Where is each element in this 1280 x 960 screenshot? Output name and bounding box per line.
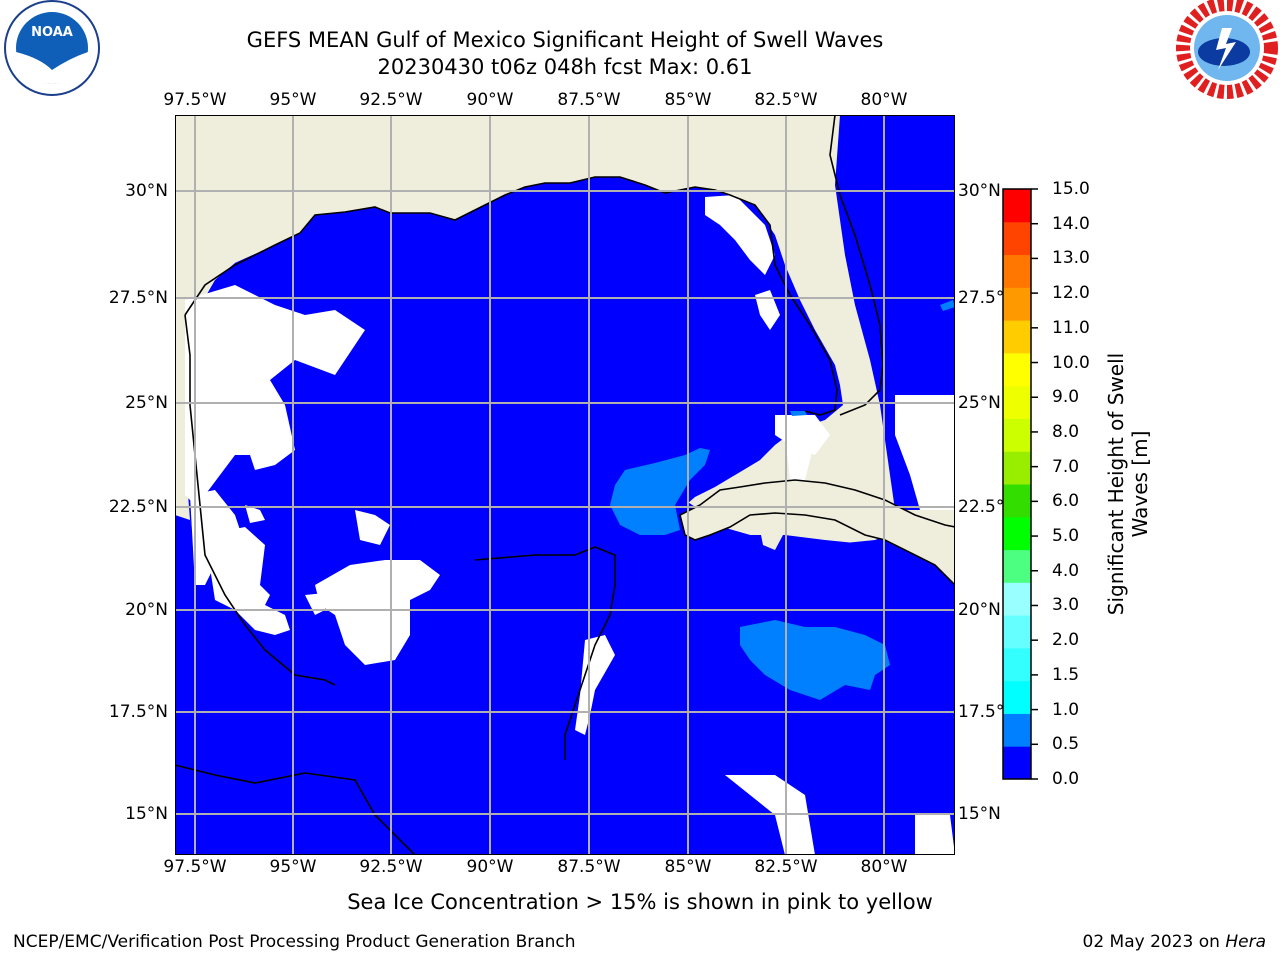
lon-label-top-92-5w: 92.5°W: [359, 90, 423, 110]
noaa-logo: NOAA: [4, 0, 100, 96]
colorbar-segment: [1003, 516, 1031, 551]
swell-patch-small: [790, 411, 807, 416]
lat-label-left-17-5n: 17.5°N: [108, 702, 168, 722]
noaa-logo-text: NOAA: [31, 25, 73, 40]
colorbar-label: Significant Height of Swell Waves [m]: [1104, 352, 1152, 616]
colorbar-segment: [1003, 385, 1031, 419]
cuba-coastline: [679, 479, 955, 586]
credit-date: 02 May 2023 on Hera: [1083, 932, 1267, 952]
colorbar-tick-label: 4.0: [1052, 560, 1080, 581]
colorbar-tick-label: 14.0: [1052, 213, 1090, 234]
credit-organization: NCEP/EMC/Verification Post Processing Pr…: [13, 932, 576, 952]
colorbar-segment: [1003, 418, 1031, 452]
colorbar-tick-label: 8.0: [1052, 421, 1080, 442]
colorbar-segment: [1003, 582, 1031, 616]
colorbar-tick-label: 5.0: [1052, 526, 1080, 547]
lon-label-top-80w: 80°W: [860, 90, 908, 110]
colorbar-tick-label: 11.0: [1052, 317, 1090, 338]
lat-label-left-22-5n: 22.5°N: [108, 497, 168, 517]
lon-label-bottom-80w: 80°W: [860, 857, 908, 877]
colorbar-segment: [1003, 451, 1031, 485]
lat-label-left-15n: 15°N: [125, 804, 168, 824]
credit-machine: Hera: [1225, 932, 1266, 952]
colorbar-segment: [1003, 713, 1031, 747]
colorbar-tick-label: 10.0: [1052, 352, 1090, 373]
nws-logo: [1176, 0, 1278, 99]
colorbar-tick-label: 2.0: [1052, 630, 1080, 651]
colorbar-segment: [1003, 680, 1031, 714]
colorbar-segment: [1003, 746, 1031, 780]
colorbar-segment: [1003, 254, 1031, 288]
lon-label-bottom-97-5w: 97.5°W: [163, 857, 227, 877]
lat-label-right-25n: 25°N: [958, 393, 1001, 413]
colorbar-tick-label: 12.0: [1052, 283, 1090, 304]
pacific-ocean: [175, 780, 425, 855]
lat-label-right-15n: 15°N: [958, 804, 1001, 824]
credit-date-text: 02 May 2023 on: [1082, 932, 1220, 952]
caribbean-ocean: [570, 525, 955, 855]
lat-label-right-20n: 20°N: [958, 600, 1001, 620]
swell-patch-yucatan-channel: [610, 448, 710, 535]
lon-label-bottom-90w: 90°W: [466, 857, 514, 877]
lon-label-bottom-95w: 95°W: [269, 857, 317, 877]
colorbar-tick-label: 0.0: [1052, 769, 1080, 789]
lon-label-top-85w: 85°W: [664, 90, 712, 110]
swell-patch-atlantic: [940, 300, 955, 311]
colorbar-segment: [1003, 484, 1031, 518]
gulf-of-mexico-map: [175, 115, 955, 855]
colorbar-tick-label: 15.0: [1052, 179, 1090, 199]
colorbar-tick-label: 3.0: [1052, 595, 1080, 616]
lon-label-top-95w: 95°W: [269, 90, 317, 110]
sea-ice-footnote: Sea Ice Concentration > 15% is shown in …: [347, 890, 933, 914]
lon-label-top-87-5w: 87.5°W: [557, 90, 621, 110]
colorbar-tick-label: 13.0: [1052, 248, 1090, 269]
lat-label-left-30n: 30°N: [125, 181, 168, 201]
chart-title: GEFS MEAN Gulf of Mexico Significant Hei…: [246, 28, 884, 52]
colorbar-segment: [1003, 320, 1031, 354]
lat-label-right-30n: 30°N: [958, 181, 1001, 201]
lon-label-top-82-5w: 82.5°W: [754, 90, 818, 110]
colorbar-tick-label: 7.0: [1052, 456, 1080, 477]
colorbar-segment: [1003, 549, 1031, 583]
lon-label-bottom-87-5w: 87.5°W: [557, 857, 621, 877]
colorbar-segment: [1003, 189, 1031, 223]
colorbar-segment: [1003, 352, 1031, 387]
chart-subtitle: 20230430 t06z 048h fcst Max: 0.61: [377, 55, 753, 79]
lon-label-bottom-85w: 85°W: [664, 857, 712, 877]
colorbar-frame: [1002, 188, 1032, 780]
lon-label-bottom-92-5w: 92.5°W: [359, 857, 423, 877]
swell-patch-cayman: [740, 620, 890, 700]
lon-label-bottom-82-5w: 82.5°W: [754, 857, 818, 877]
colorbar: [1002, 188, 1038, 780]
lat-label-left-20n: 20°N: [125, 600, 168, 620]
lon-label-top-97-5w: 97.5°W: [163, 90, 227, 110]
lat-label-left-25n: 25°N: [125, 393, 168, 413]
graticule: [175, 115, 955, 855]
colorbar-segment: [1003, 221, 1031, 256]
lon-label-top-90w: 90°W: [466, 90, 514, 110]
colorbar-tick-label: 0.5: [1052, 734, 1080, 755]
lat-label-left-27-5n: 27.5°N: [108, 288, 168, 308]
colorbar-tick-label: 1.5: [1052, 664, 1080, 685]
island-land: [760, 527, 783, 550]
colorbar-segment: [1003, 647, 1031, 682]
colorbar-tick-label: 1.0: [1052, 699, 1080, 720]
colorbar-tick-label: 9.0: [1052, 387, 1080, 408]
colorbar-tick-label: 6.0: [1052, 491, 1080, 512]
colorbar-segment: [1003, 287, 1031, 321]
colorbar-segment: [1003, 615, 1031, 649]
